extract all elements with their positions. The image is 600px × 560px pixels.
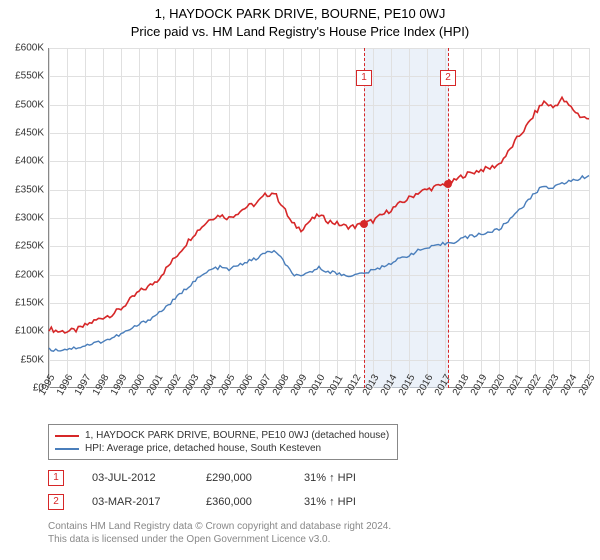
sale-price: £290,000 [206, 472, 276, 484]
legend-swatch-hpi [55, 448, 79, 450]
gridline-v [589, 48, 590, 388]
sale-number-box: 2 [48, 494, 64, 510]
sale-marker-dot [444, 180, 452, 188]
series-line-property [49, 97, 589, 333]
y-axis-label: £100K [15, 326, 44, 337]
footer-line2: This data is licensed under the Open Gov… [48, 533, 391, 546]
y-axis-label: £600K [15, 43, 44, 54]
legend: 1, HAYDOCK PARK DRIVE, BOURNE, PE10 0WJ … [48, 424, 398, 460]
footer-attribution: Contains HM Land Registry data © Crown c… [48, 520, 391, 546]
sale-vline [364, 48, 365, 388]
sale-vline [448, 48, 449, 388]
sale-flag: 1 [356, 70, 372, 86]
y-axis-label: £550K [15, 71, 44, 82]
y-axis-label: £300K [15, 213, 44, 224]
sale-pct-vs-hpi: 31% ↑ HPI [304, 472, 394, 484]
y-axis-label: £200K [15, 269, 44, 280]
chart-title: 1, HAYDOCK PARK DRIVE, BOURNE, PE10 0WJ [0, 0, 600, 21]
legend-label-property: 1, HAYDOCK PARK DRIVE, BOURNE, PE10 0WJ … [85, 430, 389, 441]
y-axis-label: £150K [15, 298, 44, 309]
sale-date: 03-JUL-2012 [92, 472, 178, 484]
sale-flag: 2 [440, 70, 456, 86]
line-series-svg [49, 48, 589, 388]
chart-subtitle: Price paid vs. HM Land Registry's House … [0, 21, 600, 45]
sale-number-box: 1 [48, 470, 64, 486]
y-axis-label: £50K [21, 354, 44, 365]
sale-pct-vs-hpi: 31% ↑ HPI [304, 496, 394, 508]
y-axis-label: £450K [15, 128, 44, 139]
footer-line1: Contains HM Land Registry data © Crown c… [48, 520, 391, 533]
y-axis-label: £400K [15, 156, 44, 167]
series-line-hpi [49, 176, 589, 352]
chart-container: 1, HAYDOCK PARK DRIVE, BOURNE, PE10 0WJ … [0, 0, 600, 560]
legend-item-hpi: HPI: Average price, detached house, Sout… [55, 442, 391, 455]
sale-marker-dot [360, 220, 368, 228]
sales-row: 2 03-MAR-2017 £360,000 31% ↑ HPI [48, 490, 394, 514]
y-axis-label: £350K [15, 184, 44, 195]
sales-row: 1 03-JUL-2012 £290,000 31% ↑ HPI [48, 466, 394, 490]
sale-price: £360,000 [206, 496, 276, 508]
legend-item-property: 1, HAYDOCK PARK DRIVE, BOURNE, PE10 0WJ … [55, 429, 391, 442]
sales-table: 1 03-JUL-2012 £290,000 31% ↑ HPI 2 03-MAR-201… [48, 466, 394, 514]
y-axis-label: £500K [15, 99, 44, 110]
legend-label-hpi: HPI: Average price, detached house, Sout… [85, 443, 321, 454]
y-axis-label: £250K [15, 241, 44, 252]
legend-swatch-property [55, 435, 79, 437]
chart-plot-area: 12 £0£50K£100K£150K£200K£250K£300K£350K£… [48, 48, 588, 388]
plot-box: 12 [48, 48, 588, 388]
sale-date: 03-MAR-2017 [92, 496, 178, 508]
